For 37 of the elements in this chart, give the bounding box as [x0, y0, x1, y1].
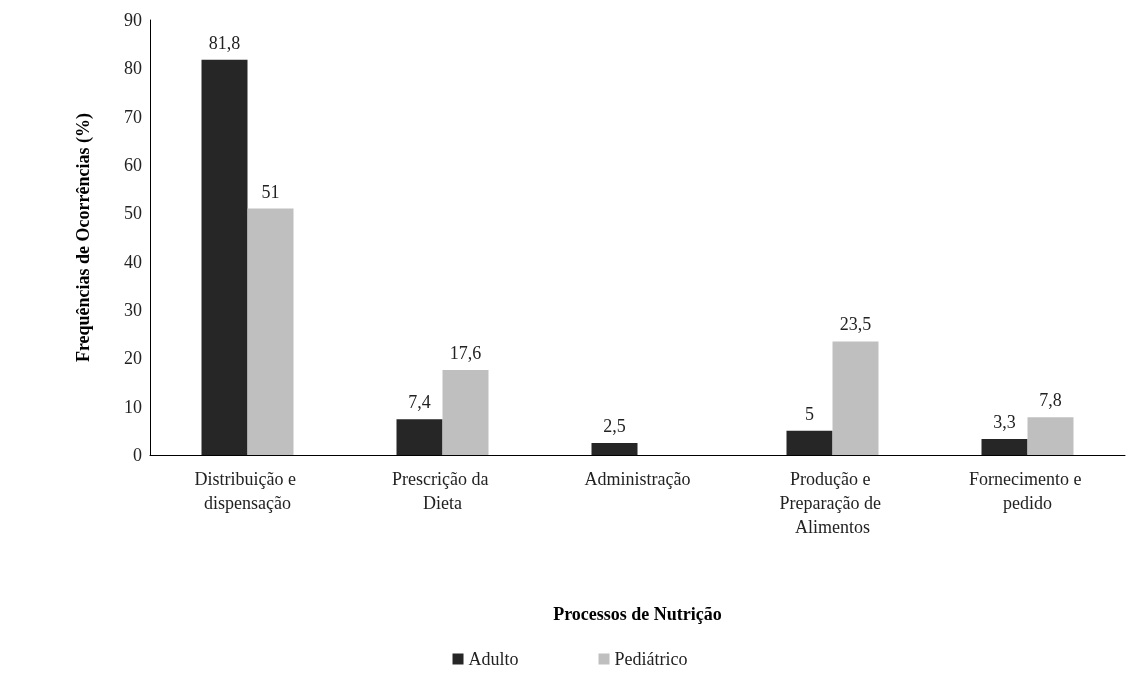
- data-label: 17,6: [449, 342, 482, 363]
- y-tick-label: 50: [124, 203, 142, 224]
- bar: [981, 439, 1028, 455]
- x-tick-label: Prescrição da Dieta: [392, 469, 493, 513]
- y-tick-label: 0: [133, 445, 142, 465]
- data-label: 51: [261, 181, 280, 202]
- data-label: 7,8: [1039, 390, 1062, 411]
- data-label: 23,5: [839, 314, 872, 335]
- y-tick-label: 20: [124, 348, 142, 369]
- y-tick-label: 30: [124, 300, 142, 320]
- x-tick-label: Administração: [584, 469, 691, 489]
- bar: [396, 419, 443, 455]
- y-tick-label: 80: [124, 58, 142, 79]
- x-tick-label: Produção e Preparação de Alimentos: [779, 469, 886, 537]
- bar: [201, 59, 248, 455]
- data-label: 7,4: [408, 392, 431, 413]
- data-label: 5: [805, 403, 814, 424]
- y-tick-label: 60: [124, 155, 142, 175]
- y-tick-label: 40: [124, 251, 142, 272]
- y-axis-title: Frequências de Ocorrências (%): [73, 112, 94, 363]
- x-axis-title: Processos de Nutrição: [553, 604, 722, 624]
- x-tick-label: Distribuição e dispensação: [194, 469, 301, 513]
- bar: [786, 430, 833, 455]
- bar: [1027, 417, 1074, 455]
- data-label: 2,5: [603, 415, 626, 436]
- y-tick-label: 90: [124, 10, 142, 30]
- data-label: 81,8: [208, 32, 241, 53]
- y-tick-label: 70: [124, 106, 142, 127]
- bar: [832, 341, 879, 455]
- data-label: 3,3: [993, 412, 1016, 433]
- bar: [442, 369, 489, 455]
- y-tick-label: 10: [124, 396, 142, 417]
- bar: [591, 442, 638, 455]
- x-tick-label: Fornecimento e pedido: [969, 469, 1086, 513]
- legend-label: Pediátrico: [614, 649, 688, 669]
- legend-label: Adulto: [468, 649, 519, 669]
- bar: [247, 208, 294, 455]
